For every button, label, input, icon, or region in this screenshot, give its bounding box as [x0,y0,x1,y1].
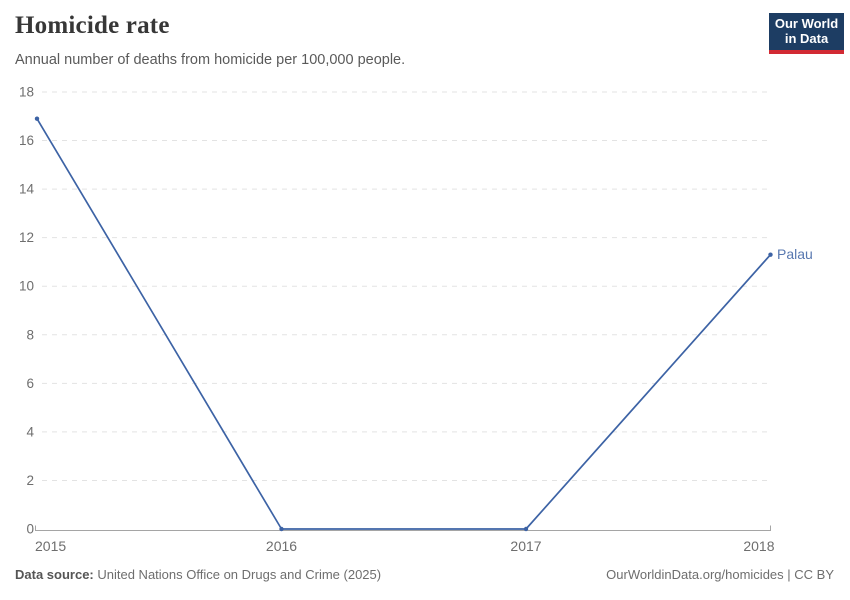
y-tick-label: 4 [26,424,34,439]
x-tick-label: 2015 [35,538,66,554]
y-tick-label: 16 [19,133,34,148]
data-source-text: United Nations Office on Drugs and Crime… [93,567,382,582]
x-tick-label: 2018 [743,538,774,554]
y-tick-label: 18 [19,85,34,100]
series-line-palau[interactable] [36,117,772,530]
x-tick-label: 2017 [510,538,541,554]
y-tick-label: 10 [19,279,34,294]
y-tick-label: 0 [26,522,34,537]
data-source-label: Data source: [15,567,94,582]
page-subtitle: Annual number of deaths from homicide pe… [15,52,406,68]
y-tick-label: 8 [26,327,34,342]
series-end-label[interactable]: Palau [777,246,813,262]
data-point-palau-2016[interactable] [279,526,284,532]
owid-logo-line1: Our World [774,16,839,31]
y-tick-label: 6 [26,376,34,391]
data-source-note: Data source: United Nations Office on Dr… [15,567,381,582]
y-tick-label: 2 [26,473,34,488]
data-point-palau-2015[interactable] [34,116,40,121]
owid-logo[interactable]: Our World in Data [769,13,844,54]
owid-logo-line2: in Data [784,31,829,46]
data-point-palau-2017[interactable] [523,526,529,532]
page-title: Homicide rate [15,12,170,39]
y-tick-label: 14 [19,182,35,197]
data-point-palau-2018[interactable] [768,252,773,257]
y-tick-label: 12 [19,230,34,245]
x-tick-label: 2016 [266,538,297,554]
attribution-link[interactable]: OurWorldinData.org/homicides | CC BY [606,567,834,582]
